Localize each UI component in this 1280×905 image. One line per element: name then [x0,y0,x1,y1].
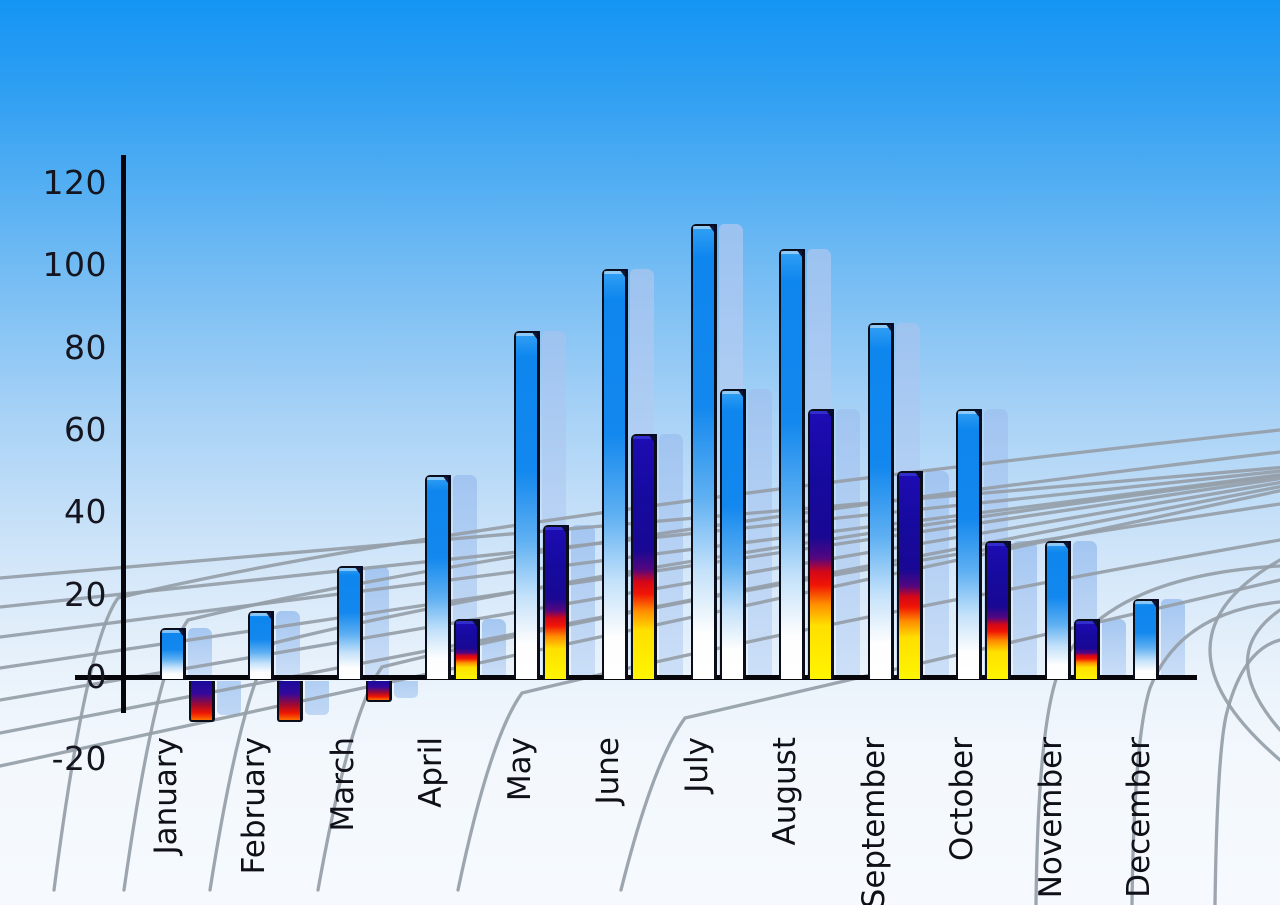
bar-april-primary [425,475,451,679]
y-tick-label-60: 60 [64,409,107,449]
bar-december-primary [1133,599,1159,679]
y-tick-label-20: 20 [64,574,107,614]
bar-june-secondary [631,434,657,679]
month-label-october: October [944,737,980,862]
bar-february-primary [248,611,274,679]
bar-january-secondary [189,681,215,722]
month-label-september: September [856,737,892,905]
month-label-june: June [590,737,626,805]
month-label-january: January [148,737,184,855]
bar-july-secondary [720,389,746,679]
month-label-february: February [236,737,272,875]
bar-february-secondary [277,681,303,722]
month-label-may: May [502,737,538,802]
month-label-november: November [1033,737,1069,899]
bar-may-secondary [543,525,569,679]
y-tick-label-120: 120 [42,162,107,202]
y-tick-label-40: 40 [64,492,107,532]
bar-january-primary [160,628,186,679]
bar-september-primary [868,323,894,679]
bar-june-primary [602,269,628,679]
bar-october-secondary [985,541,1011,679]
month-label-july: July [679,737,715,793]
month-label-august: August [767,737,803,846]
y-tick-label-100: 100 [42,245,107,285]
bar-august-secondary [808,409,834,679]
bar-may-primary [514,331,540,679]
bar-october-primary [956,409,982,679]
month-label-march: March [325,737,361,832]
month-label-april: April [413,737,449,808]
bar-august-primary [779,249,805,679]
y-tick-label-0: 0 [85,657,107,696]
month-label-december: December [1121,737,1157,898]
bar-march-secondary [366,681,392,702]
bar-november-primary [1045,541,1071,679]
y-tick-label-80: 80 [64,327,107,367]
bar-september-secondary [897,471,923,679]
bar-april-secondary [454,619,480,679]
bar-march-primary [337,566,363,679]
y-axis-line [121,155,126,713]
bar-november-secondary [1074,619,1100,679]
y-tick-label--20: -20 [51,739,107,779]
bar-july-primary [691,224,717,679]
